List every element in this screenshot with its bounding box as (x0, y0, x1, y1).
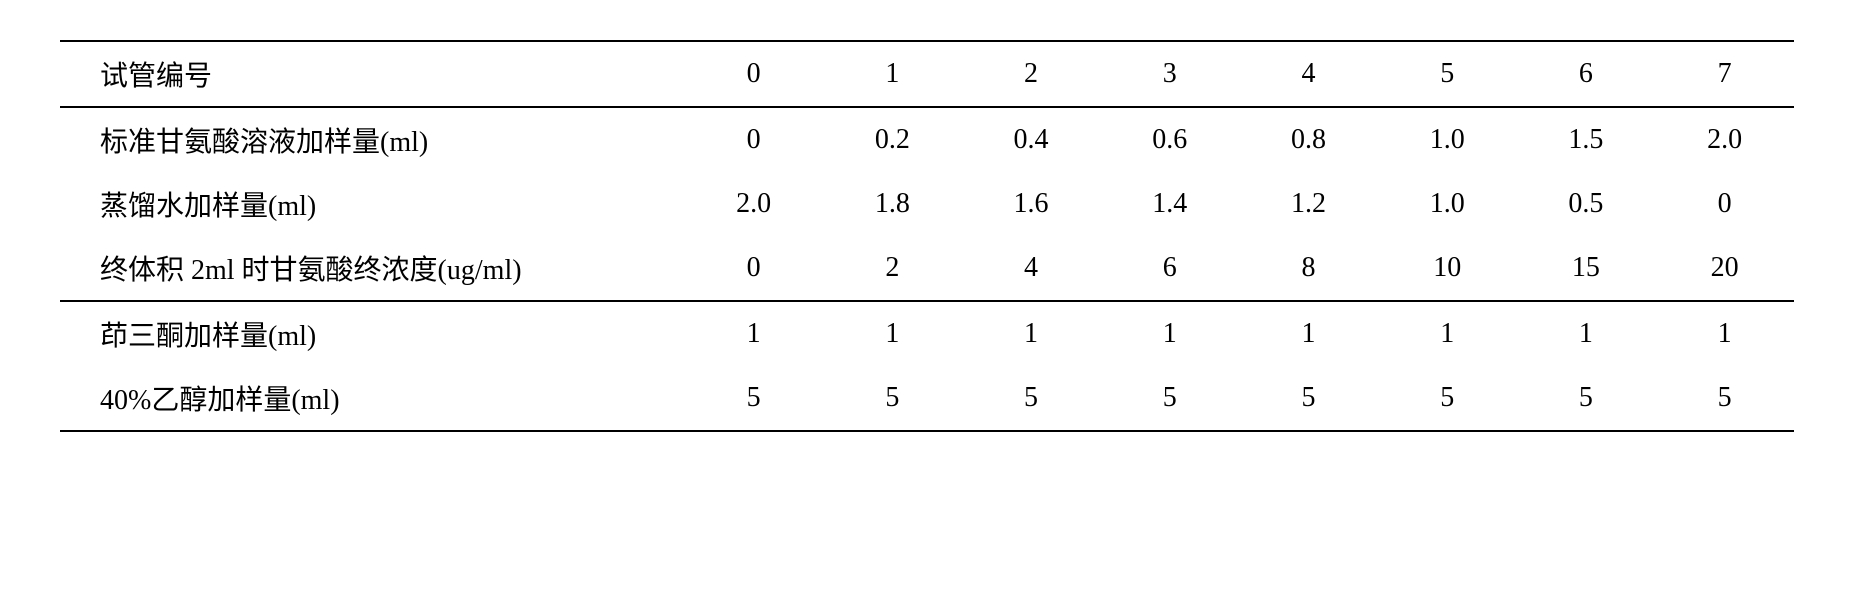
cell: 1 (1378, 301, 1517, 366)
data-table: 试管编号 0 1 2 3 4 5 6 7 标准甘氨酸溶液加样量(ml) 0 0.… (60, 40, 1794, 432)
cell: 2.0 (684, 172, 823, 236)
col-header: 3 (1100, 41, 1239, 107)
cell: 5 (1655, 366, 1794, 431)
cell: 5 (823, 366, 962, 431)
cell: 1.8 (823, 172, 962, 236)
cell: 1 (1239, 301, 1378, 366)
col-header: 1 (823, 41, 962, 107)
col-header: 0 (684, 41, 823, 107)
cell: 0.5 (1517, 172, 1656, 236)
col-header: 6 (1517, 41, 1656, 107)
table-row: 终体积 2ml 时甘氨酸终浓度(ug/ml) 0 2 4 6 8 10 15 2… (60, 236, 1794, 301)
cell: 1 (962, 301, 1101, 366)
cell: 20 (1655, 236, 1794, 301)
cell: 0.8 (1239, 107, 1378, 172)
cell: 5 (1517, 366, 1656, 431)
cell: 5 (684, 366, 823, 431)
cell: 1 (1100, 301, 1239, 366)
cell: 6 (1100, 236, 1239, 301)
cell: 5 (1239, 366, 1378, 431)
cell: 1 (1655, 301, 1794, 366)
cell: 0 (1655, 172, 1794, 236)
col-header: 7 (1655, 41, 1794, 107)
table-row: 蒸馏水加样量(ml) 2.0 1.8 1.6 1.4 1.2 1.0 0.5 0 (60, 172, 1794, 236)
cell: 2 (823, 236, 962, 301)
cell: 1.0 (1378, 107, 1517, 172)
cell: 1 (1517, 301, 1656, 366)
cell: 1 (684, 301, 823, 366)
cell: 0.4 (962, 107, 1101, 172)
cell: 1.0 (1378, 172, 1517, 236)
cell: 0 (684, 236, 823, 301)
cell: 15 (1517, 236, 1656, 301)
col-header: 2 (962, 41, 1101, 107)
row-label: 茚三酮加样量(ml) (60, 301, 684, 366)
row-label: 蒸馏水加样量(ml) (60, 172, 684, 236)
cell: 2.0 (1655, 107, 1794, 172)
cell: 5 (1100, 366, 1239, 431)
table-row: 40%乙醇加样量(ml) 5 5 5 5 5 5 5 5 (60, 366, 1794, 431)
cell: 0.6 (1100, 107, 1239, 172)
cell: 1 (823, 301, 962, 366)
cell: 0 (684, 107, 823, 172)
header-label: 试管编号 (60, 41, 684, 107)
cell: 1.5 (1517, 107, 1656, 172)
col-header: 4 (1239, 41, 1378, 107)
cell: 1.4 (1100, 172, 1239, 236)
cell: 10 (1378, 236, 1517, 301)
cell: 8 (1239, 236, 1378, 301)
cell: 5 (962, 366, 1101, 431)
table-header-row: 试管编号 0 1 2 3 4 5 6 7 (60, 41, 1794, 107)
table-row: 茚三酮加样量(ml) 1 1 1 1 1 1 1 1 (60, 301, 1794, 366)
cell: 5 (1378, 366, 1517, 431)
row-label: 标准甘氨酸溶液加样量(ml) (60, 107, 684, 172)
cell: 4 (962, 236, 1101, 301)
row-label: 终体积 2ml 时甘氨酸终浓度(ug/ml) (60, 236, 684, 301)
col-header: 5 (1378, 41, 1517, 107)
table-row: 标准甘氨酸溶液加样量(ml) 0 0.2 0.4 0.6 0.8 1.0 1.5… (60, 107, 1794, 172)
cell: 0.2 (823, 107, 962, 172)
cell: 1.2 (1239, 172, 1378, 236)
cell: 1.6 (962, 172, 1101, 236)
row-label: 40%乙醇加样量(ml) (60, 366, 684, 431)
